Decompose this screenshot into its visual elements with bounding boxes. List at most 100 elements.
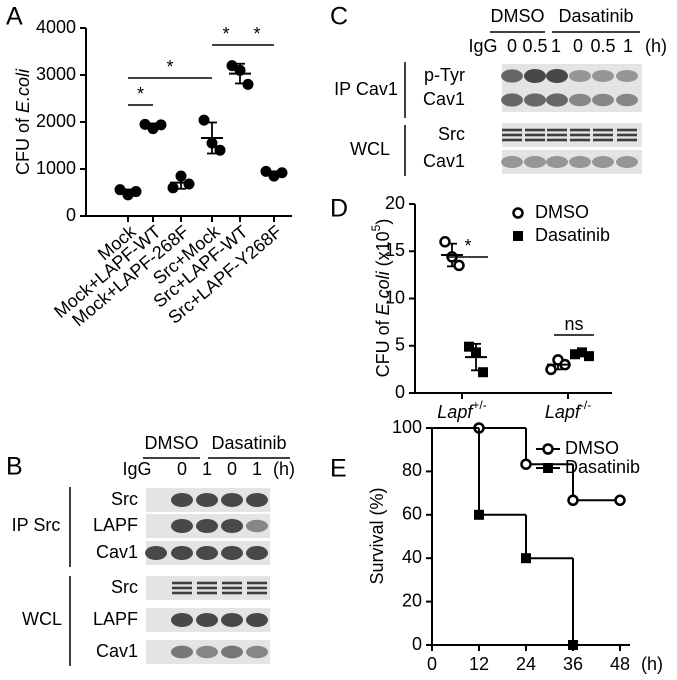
lane-label: 0.5 [522,36,547,56]
lane-label: 0 [507,36,517,56]
blot-band [171,519,193,533]
lane-label: (h) [645,36,667,56]
lane-label: IgG [122,459,151,479]
marker [478,367,488,378]
marker [214,144,226,156]
marker [474,509,484,520]
panel-letter: E [330,455,347,483]
y-tick-label: 10 [385,287,405,307]
x-tick-label-part: Lapf [437,402,474,422]
section-label: WCL [350,139,390,159]
y-tick-label: 0 [395,382,405,402]
y-axis-label: CFU of E.coli (x105) [369,219,393,378]
panel-letter: C [330,3,348,31]
y-tick-label: 5 [395,335,405,355]
y-tick-label: 0 [412,634,422,654]
y-tick-label: 100 [392,417,422,437]
marker [567,494,579,507]
x-axis-label: (h) [641,654,663,674]
legend-label: Dasatinib [535,225,610,245]
row-label: Src [438,124,465,144]
blot-band [501,156,523,168]
treatment-label: DMSO [491,6,545,26]
marker [464,341,474,352]
panel-letter: B [6,453,23,481]
row-label: Cav1 [423,151,465,171]
row-label: Src [111,489,138,509]
blot-band [247,581,267,585]
y-axis-label-part: ) [373,219,393,225]
lane-label: IgG [468,36,497,56]
x-tick-label-part: +/- [472,398,486,412]
marker [568,640,578,650]
blot-band [616,156,638,168]
legend-label: DMSO [565,438,619,458]
blot-band [593,133,613,137]
blot-band [617,133,637,137]
legend-label: DMSO [535,202,589,222]
blot-band [246,645,268,659]
marker [614,494,626,507]
blot-band [524,156,546,168]
lane-label: 1 [551,36,561,56]
legend-marker [542,443,554,455]
blot-band [222,581,242,585]
blot-band [172,581,192,585]
lane-label: 0.5 [590,36,615,56]
row-label: Cav1 [96,542,138,562]
y-tick-label: 0 [66,205,76,225]
y-axis-label-part: 5 [369,224,383,231]
y-axis-label: CFU of E.coli [13,68,33,175]
blot-band [502,138,522,142]
blot-band [501,93,523,107]
blot-band [524,93,546,107]
marker [471,347,481,358]
blot-band [221,645,243,659]
panel-letter: D [330,195,348,223]
blot-band [547,128,567,132]
row-label: Cav1 [423,89,465,109]
y-tick-label: 2000 [36,111,76,131]
blot-band [171,546,193,560]
marker [242,78,254,90]
x-tick-label: 48 [610,654,630,674]
blot-band [197,581,217,585]
blot-band [196,519,218,533]
marker [183,178,195,190]
blot-band [547,133,567,137]
blot-band [246,613,268,627]
blot-band [221,546,243,560]
blot-band [502,133,522,137]
y-tick-label: 20 [402,590,422,610]
blot-band [501,69,523,83]
treatment-label: Dasatinib [558,6,633,26]
significance-label: ns [564,314,583,334]
row-label: p-Tyr [424,65,465,85]
blot-band [592,93,614,107]
x-tick-label: 24 [516,654,536,674]
lane-label: (h) [273,459,295,479]
x-tick-label-part: -/- [580,398,591,412]
blot-band [547,138,567,142]
blot-strip [146,640,270,664]
blot-band [570,133,590,137]
blot-band [196,645,218,659]
marker [520,458,532,470]
blot-band [546,156,568,168]
significance-label: * [464,236,471,256]
legend-label: Dasatinib [565,457,640,477]
blot-band [502,128,522,132]
x-tick-label-part: Lapf [545,402,582,422]
blot-band [617,138,637,142]
blot-band [247,591,267,595]
marker [439,236,451,248]
blot-band [525,128,545,132]
treatment-label: DMSO [145,433,199,453]
significance-label: * [253,24,260,44]
blot-band [617,128,637,132]
blot-band [197,586,217,590]
x-tick-label: 0 [427,654,437,674]
panel-letter: A [6,3,23,31]
marker [167,182,179,194]
